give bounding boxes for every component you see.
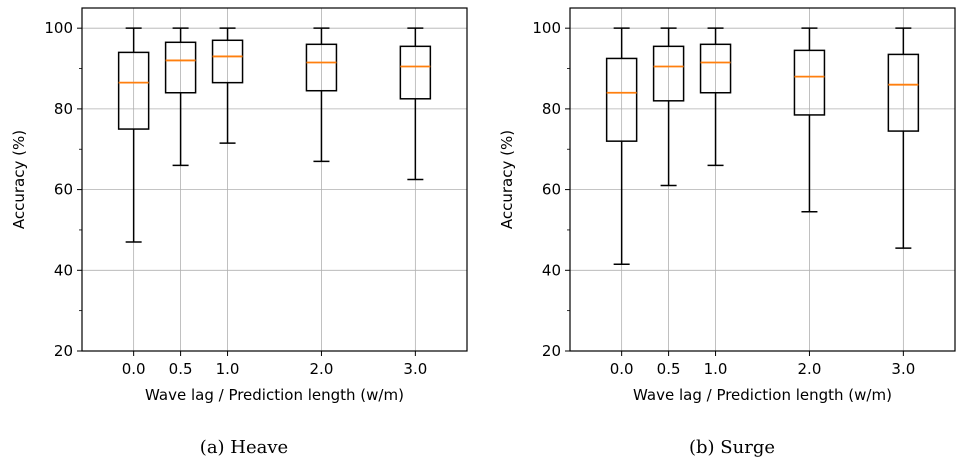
x-axis-label: Wave lag / Prediction length (w/m) [633, 386, 892, 404]
x-tick-label: 3.0 [403, 360, 427, 378]
y-tick-label: 40 [542, 261, 561, 279]
x-tick-label: 3.0 [891, 360, 915, 378]
x-tick-label: 2.0 [310, 360, 334, 378]
y-tick-label: 40 [54, 261, 73, 279]
y-tick-label: 100 [532, 19, 561, 37]
y-tick-label: 80 [54, 100, 73, 118]
y-axis-label: Accuracy (%) [498, 130, 516, 229]
box-iqr [605, 57, 638, 142]
y-tick-label: 60 [54, 181, 73, 199]
box-iqr [164, 41, 197, 94]
y-tick-label: 20 [54, 342, 73, 360]
chart-panel-heave: 20 40 60 80 100 0.0 0.5 1.0 2.0 3.0 Wave lag / Pre… [10, 7, 468, 458]
boxplot-heave: 20 40 60 80 100 0.0 0.5 1.0 2.0 3.0 Wave lag / Pre… [10, 7, 468, 404]
y-axis-label: Accuracy (%) [10, 130, 28, 229]
plot-frame [81, 7, 468, 352]
x-tick-label: 0.5 [169, 360, 193, 378]
y-tick-label: 20 [542, 342, 561, 360]
x-axis-label: Wave lag / Prediction length (w/m) [145, 386, 404, 404]
caption-surge: (b) Surge [689, 437, 775, 458]
x-tick-label: 1.0 [216, 360, 240, 378]
caption-heave: (a) Heave [199, 437, 289, 458]
x-tick-label: 0.5 [657, 360, 681, 378]
box-iqr [887, 53, 920, 132]
box-iqr [117, 51, 150, 130]
box-iqr [399, 45, 432, 100]
box-iqr [305, 43, 338, 92]
y-tick-label: 60 [542, 181, 561, 199]
box-iqr [211, 39, 244, 84]
x-tick-label: 0.0 [610, 360, 634, 378]
box-iqr [793, 49, 826, 116]
chart-panel-surge: 20 40 60 80 100 0.0 0.5 1.0 2.0 3.0 Wave lag / Pre… [488, 0, 976, 466]
box-iqr [699, 43, 732, 94]
y-tick-label: 80 [542, 100, 561, 118]
x-tick-label: 0.0 [122, 360, 146, 378]
plot-frame [569, 7, 956, 352]
x-tick-label: 2.0 [798, 360, 822, 378]
x-tick-label: 1.0 [704, 360, 728, 378]
box-iqr [652, 45, 685, 102]
boxplot-surge: 20 40 60 80 100 0.0 0.5 1.0 2.0 3.0 Wave lag / Pre… [498, 7, 956, 404]
y-tick-label: 100 [44, 19, 73, 37]
